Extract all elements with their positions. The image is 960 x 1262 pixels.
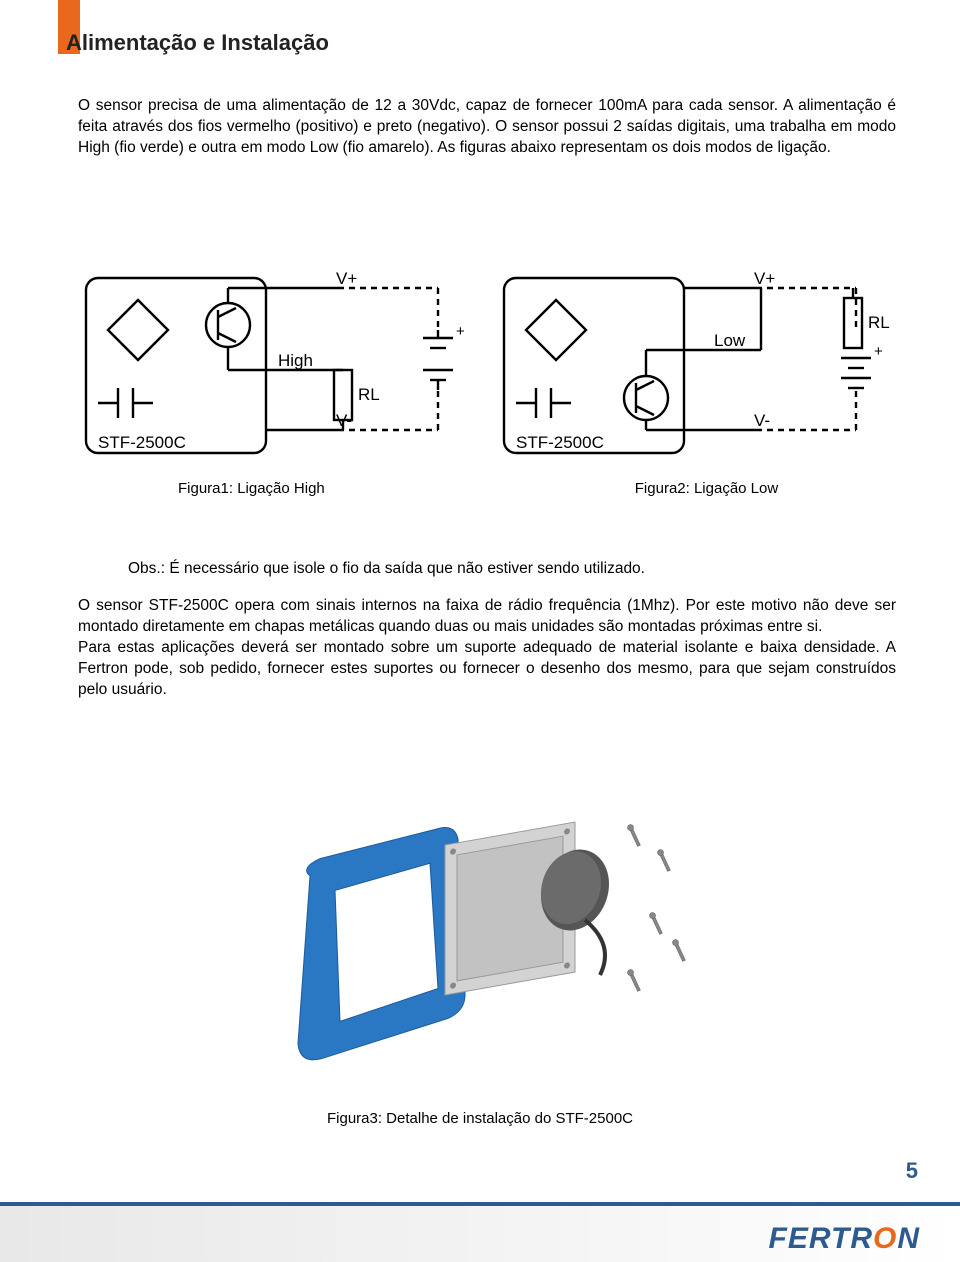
device-label-low: STF-2500C <box>516 433 604 452</box>
vplus-label-low: V+ <box>754 270 775 288</box>
circuit-diagram-low: + STF-2500C V+ V- Low RL <box>496 270 896 470</box>
figure3-illustration <box>260 800 700 1100</box>
battery-plus-low: + <box>874 343 883 360</box>
output-label-low: Low <box>714 331 746 350</box>
vminus-label-high: V- <box>336 411 352 430</box>
body-paragraph: O sensor STF-2500C opera com sinais inte… <box>78 596 896 701</box>
output-label-high: High <box>278 351 313 370</box>
vplus-label-high: V+ <box>336 270 357 288</box>
diagrams-row: + STF-2500C V+ V- High RL <box>78 270 896 470</box>
footer-logo: FERTRON <box>769 1222 920 1256</box>
caption-figure3: Figura3: Detalhe de instalação do STF-25… <box>0 1110 960 1127</box>
diagram-captions-row: Figura1: Ligação High Figura2: Ligação L… <box>78 480 896 497</box>
intro-paragraph: O sensor precisa de uma alimentação de 1… <box>78 96 896 159</box>
section-title: Alimentação e Instalação <box>66 30 329 56</box>
obs-line: Obs.: É necessário que isole o fio da sa… <box>128 560 645 578</box>
rl-label-high: RL <box>358 385 380 404</box>
rl-label-low: RL <box>868 313 890 332</box>
caption-figure1: Figura1: Ligação High <box>178 480 325 497</box>
device-label-high: STF-2500C <box>98 433 186 452</box>
circuit-diagram-high: + STF-2500C V+ V- High RL <box>78 270 478 470</box>
vminus-label-low: V- <box>754 411 770 430</box>
battery-plus: + <box>456 323 465 340</box>
caption-figure2: Figura2: Ligação Low <box>635 480 778 497</box>
page-number: 5 <box>906 1158 918 1184</box>
footer-bar: FERTRON <box>0 1202 960 1262</box>
